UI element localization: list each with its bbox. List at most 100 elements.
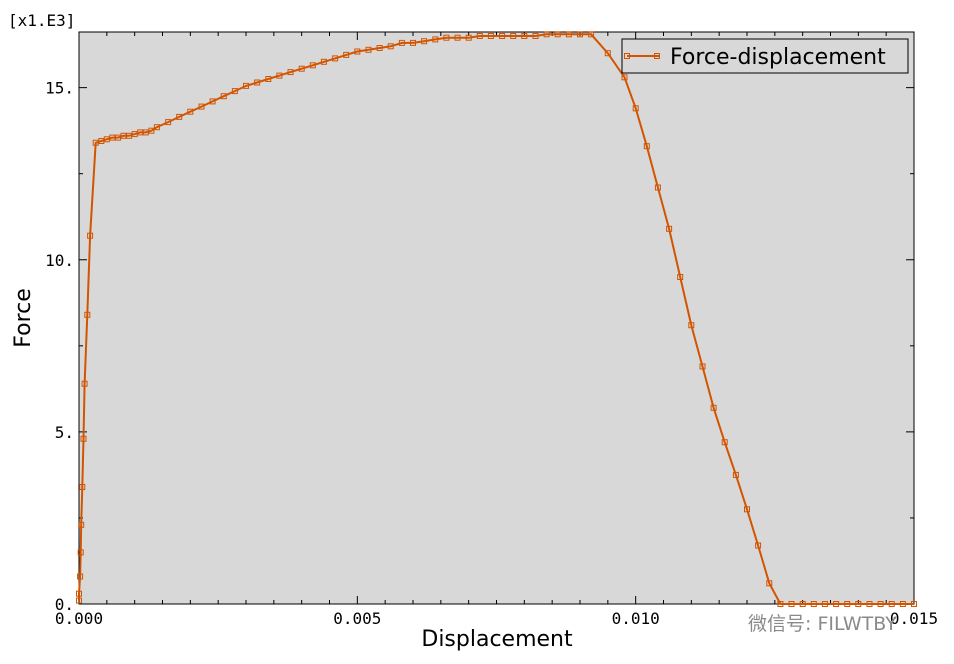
watermark: 微信号: FILWTBY xyxy=(748,613,897,635)
data-point xyxy=(844,601,851,607)
legend-marker xyxy=(654,53,660,59)
y-tick-label: 10. xyxy=(45,251,74,270)
data-point xyxy=(666,225,673,232)
data-point xyxy=(755,542,762,549)
data-point xyxy=(777,601,784,607)
data-point xyxy=(432,36,439,43)
tick-labels: 0.000 0.005 0.010 0.015 0. 5. 10. 15. xyxy=(45,79,938,628)
data-point xyxy=(103,136,110,143)
data-point xyxy=(510,33,517,39)
y-tick-label: 0. xyxy=(55,595,74,614)
data-point xyxy=(810,601,817,607)
data-point xyxy=(577,31,583,38)
data-point xyxy=(120,132,127,139)
data-point xyxy=(84,311,91,318)
legend-box xyxy=(621,38,909,74)
data-point xyxy=(410,39,416,46)
plot-area xyxy=(78,31,915,605)
data-point xyxy=(821,601,828,607)
data-point xyxy=(332,55,339,62)
data-point xyxy=(398,39,405,46)
data-point xyxy=(76,590,82,597)
data-point xyxy=(911,601,917,607)
data-point xyxy=(231,88,238,95)
x-tick-label: 0.010 xyxy=(612,609,660,628)
x-tick-label: 0.000 xyxy=(55,609,103,628)
data-point xyxy=(78,521,85,528)
data-point xyxy=(766,580,773,587)
data-point xyxy=(499,33,506,39)
data-point xyxy=(643,143,650,150)
data-point xyxy=(799,601,806,607)
data-point xyxy=(287,69,294,76)
data-point xyxy=(866,601,873,607)
x-axis-title: Displacement xyxy=(421,627,573,652)
data-point xyxy=(554,31,561,38)
data-point xyxy=(654,184,661,191)
data-point xyxy=(176,113,183,120)
series-line xyxy=(78,33,914,605)
data-point xyxy=(621,74,628,81)
data-point xyxy=(604,50,611,57)
legend-entry: Force-displacement xyxy=(670,45,886,70)
data-point xyxy=(721,439,728,446)
data-point xyxy=(632,105,639,112)
data-point xyxy=(80,435,87,442)
data-point xyxy=(265,76,272,82)
data-point xyxy=(454,34,461,41)
data-point xyxy=(187,108,194,115)
data-point xyxy=(309,62,316,69)
data-point xyxy=(77,573,84,580)
data-point xyxy=(209,98,216,105)
data-point xyxy=(142,129,149,136)
data-point xyxy=(79,484,86,490)
data-point xyxy=(699,363,706,370)
y-tick-label: 15. xyxy=(45,79,74,98)
data-point xyxy=(565,31,572,38)
series-force-displacement xyxy=(76,31,917,607)
data-point xyxy=(487,33,494,39)
data-point xyxy=(198,103,205,110)
y-axis-title: Force xyxy=(11,288,36,348)
x-tick-label: 0.015 xyxy=(890,609,938,628)
data-point xyxy=(77,549,84,556)
data-point xyxy=(343,51,350,58)
data-point xyxy=(298,65,305,72)
data-point xyxy=(137,129,144,136)
data-point xyxy=(276,72,283,79)
data-point xyxy=(81,380,88,387)
data-point xyxy=(677,274,684,280)
data-point xyxy=(855,601,862,607)
data-point xyxy=(543,31,550,38)
data-point xyxy=(254,79,261,86)
y-tick-label: 5. xyxy=(55,423,74,442)
legend: Force-displacement xyxy=(621,38,909,74)
data-point xyxy=(532,33,539,39)
data-point xyxy=(688,322,695,329)
data-point xyxy=(153,124,160,131)
data-point xyxy=(465,34,472,41)
data-point xyxy=(148,127,155,134)
data-point xyxy=(443,34,450,41)
data-point xyxy=(476,33,483,39)
data-point xyxy=(833,601,840,607)
data-point xyxy=(109,134,116,141)
data-point xyxy=(387,43,394,50)
data-point xyxy=(521,33,528,39)
legend-marker xyxy=(624,53,630,59)
data-point xyxy=(421,38,428,45)
data-point xyxy=(92,139,99,146)
data-point xyxy=(365,46,372,53)
data-point xyxy=(220,93,227,100)
x-tick-label: 0.005 xyxy=(333,609,381,628)
data-point xyxy=(243,82,249,89)
data-point xyxy=(354,48,361,55)
data-point xyxy=(899,601,906,607)
data-point xyxy=(744,506,750,513)
data-point xyxy=(788,601,795,607)
data-point xyxy=(877,601,884,607)
data-point xyxy=(888,601,895,607)
data-point xyxy=(588,31,595,38)
data-point xyxy=(126,132,133,139)
